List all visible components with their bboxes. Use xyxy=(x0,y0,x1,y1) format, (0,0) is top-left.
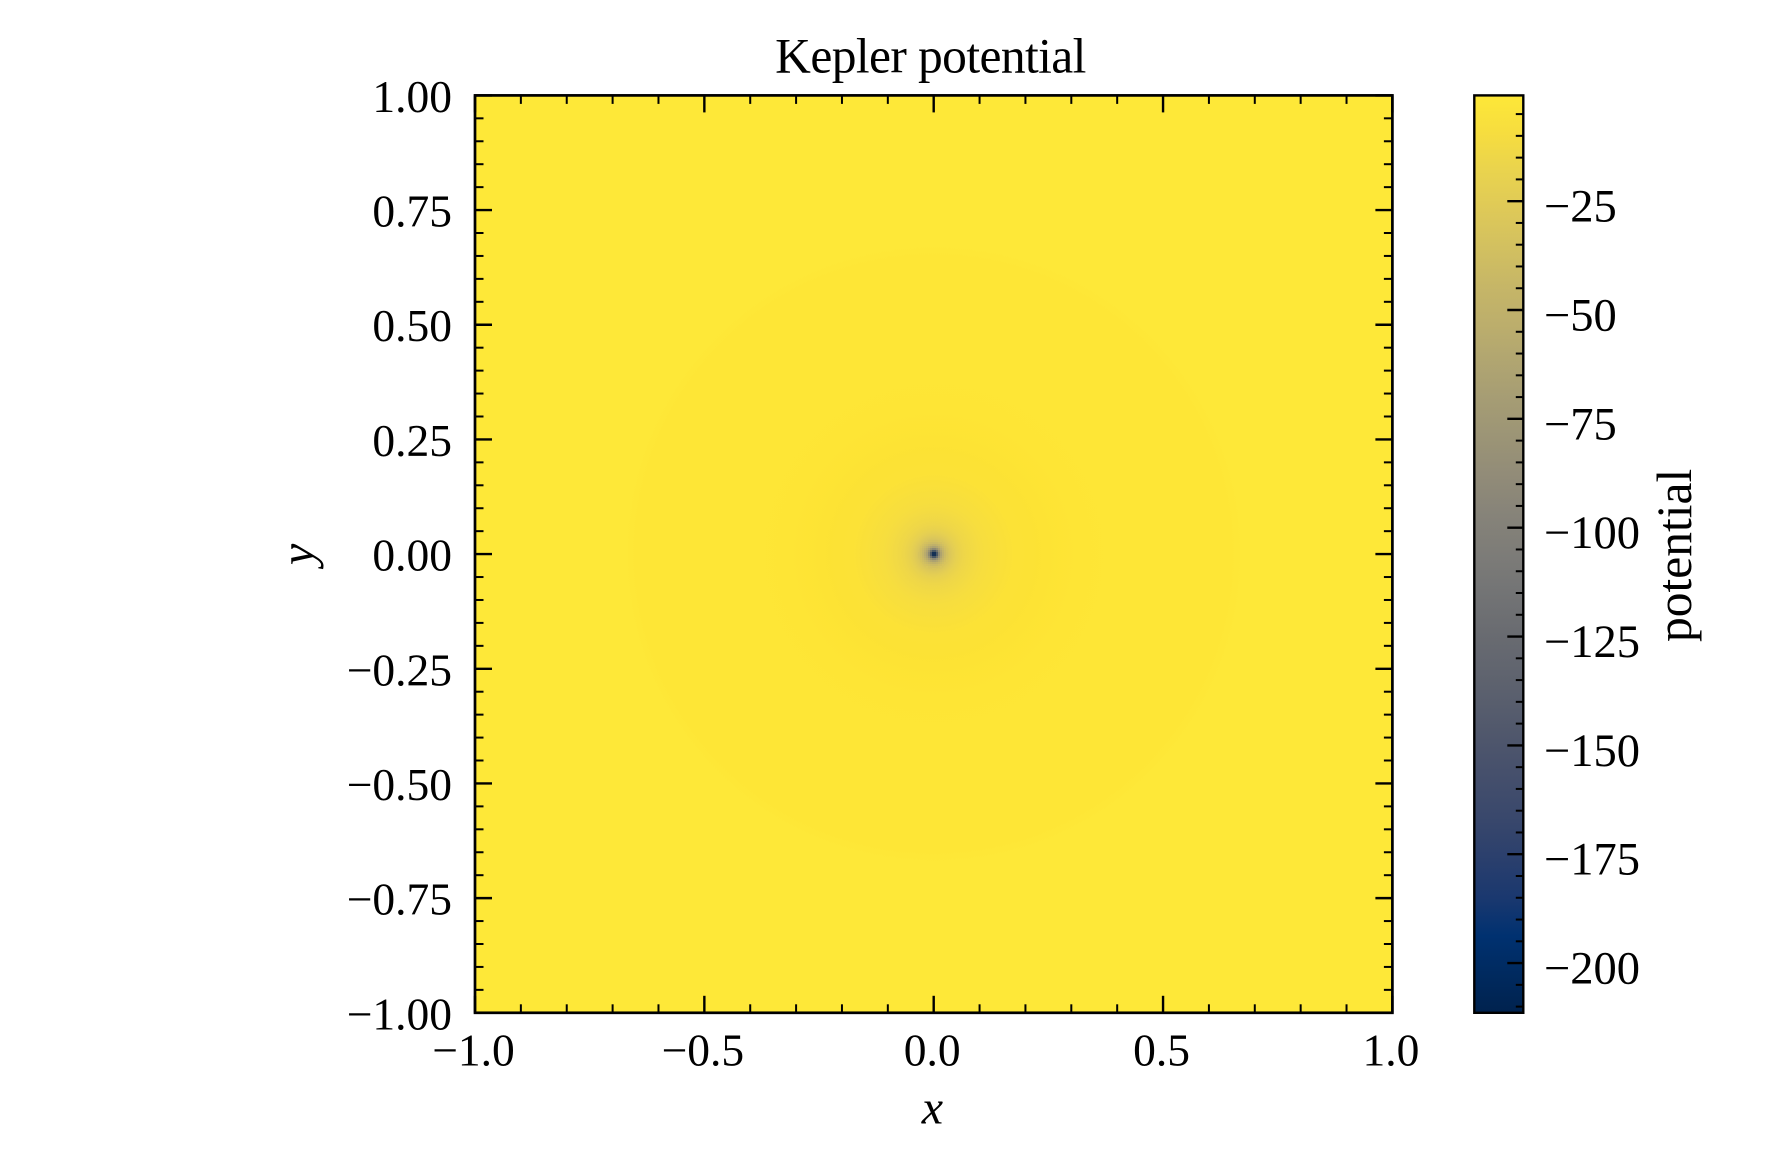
svg-text:−175: −175 xyxy=(1544,835,1640,886)
svg-text:−0.75: −0.75 xyxy=(347,874,452,925)
svg-text:0.25: 0.25 xyxy=(372,415,452,466)
svg-text:−1.0: −1.0 xyxy=(432,1025,515,1076)
svg-text:−75: −75 xyxy=(1544,399,1617,450)
svg-text:y: y xyxy=(272,543,325,570)
svg-text:−150: −150 xyxy=(1544,726,1640,777)
svg-text:1.00: 1.00 xyxy=(372,71,452,122)
svg-text:−0.5: −0.5 xyxy=(662,1025,745,1076)
svg-text:−200: −200 xyxy=(1544,944,1640,995)
svg-text:−100: −100 xyxy=(1544,508,1640,559)
svg-text:−25: −25 xyxy=(1544,182,1617,233)
svg-text:0.75: 0.75 xyxy=(372,186,452,237)
svg-text:−0.50: −0.50 xyxy=(347,759,452,810)
svg-text:−1.00: −1.00 xyxy=(347,988,452,1039)
svg-text:x: x xyxy=(921,1081,943,1134)
svg-text:−50: −50 xyxy=(1544,291,1617,342)
svg-text:−125: −125 xyxy=(1544,617,1640,668)
svg-text:Kepler potential: Kepler potential xyxy=(775,28,1086,83)
svg-text:−0.25: −0.25 xyxy=(347,644,452,695)
svg-text:0.50: 0.50 xyxy=(372,300,452,351)
svg-text:0.00: 0.00 xyxy=(372,530,452,581)
svg-text:potential: potential xyxy=(1647,469,1702,642)
svg-text:1.0: 1.0 xyxy=(1362,1025,1419,1076)
svg-text:0.0: 0.0 xyxy=(904,1025,961,1076)
svg-text:0.5: 0.5 xyxy=(1133,1025,1190,1076)
